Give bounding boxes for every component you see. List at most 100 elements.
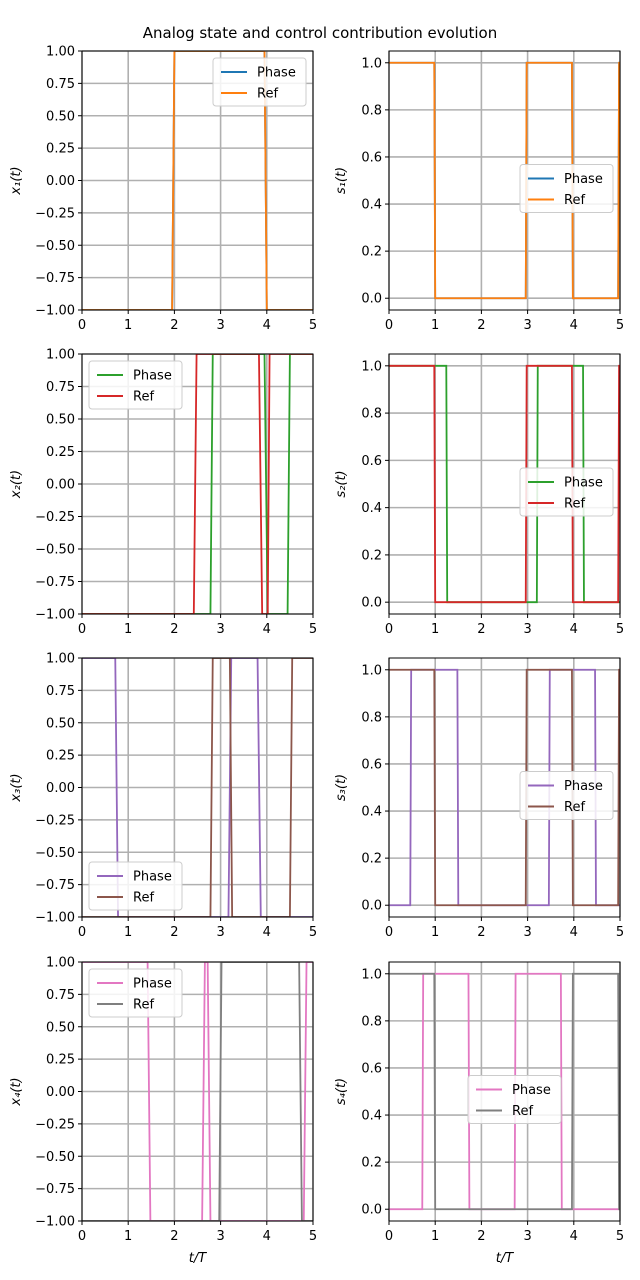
x-tick-label: 4 bbox=[570, 622, 578, 637]
y-tick-label: 0.6 bbox=[361, 1061, 382, 1076]
y-tick-label: −1.00 bbox=[35, 304, 75, 319]
panel-x3: 0 1 2 3 4 5 −1.00 −0.75 −0.50 −0.25 0.00 0.25 0.50 0.… bbox=[9, 652, 317, 941]
y-tick-label: −0.75 bbox=[35, 878, 75, 893]
series-line-ref bbox=[82, 354, 313, 614]
x-tick-label: 1 bbox=[431, 318, 439, 333]
y-axis-label: s₄(t) bbox=[334, 1078, 349, 1105]
series-line-ref bbox=[389, 668, 620, 907]
series-line-ref bbox=[389, 364, 620, 604]
x-tick-label: 1 bbox=[124, 925, 132, 940]
y-tick-label: −1.00 bbox=[35, 911, 75, 926]
x-tick-label: 5 bbox=[309, 1229, 317, 1244]
y-tick-label: 0.75 bbox=[46, 77, 75, 92]
y-axis-label: x₁(t) bbox=[9, 166, 24, 195]
legend: Phase Ref bbox=[88, 861, 183, 911]
legend-label: Ref bbox=[512, 1104, 533, 1119]
x-axis-label: t/T bbox=[189, 1251, 207, 1266]
x-tick-label: 0 bbox=[78, 622, 86, 637]
legend-label: Phase bbox=[133, 977, 172, 992]
series-line-phase bbox=[82, 354, 313, 614]
y-tick-label: 0.2 bbox=[361, 1156, 382, 1171]
x-tick-label: 5 bbox=[616, 318, 624, 333]
y-tick-label: 1.00 bbox=[46, 45, 75, 60]
x-tick-label: 2 bbox=[477, 622, 485, 637]
y-axis-label: x₃(t) bbox=[9, 773, 24, 802]
y-tick-label: 0.25 bbox=[46, 142, 75, 157]
y-tick-label: 0.75 bbox=[46, 988, 75, 1003]
x-tick-label: 4 bbox=[263, 1229, 271, 1244]
axes-frame bbox=[388, 657, 621, 918]
y-tick-label: 1.00 bbox=[46, 652, 75, 667]
y-tick-label: 1.00 bbox=[46, 348, 75, 363]
y-tick-label: 1.00 bbox=[46, 956, 75, 971]
x-tick-label: 0 bbox=[78, 1229, 86, 1244]
x-tick-label: 5 bbox=[616, 925, 624, 940]
x-tick-label: 0 bbox=[78, 318, 86, 333]
y-tick-label: 0.50 bbox=[46, 1020, 75, 1035]
figure-title: Analog state and control contribution ev… bbox=[143, 24, 497, 42]
legend: Phase Ref bbox=[519, 771, 614, 820]
y-tick-label: −0.25 bbox=[35, 813, 75, 828]
legend: Phase Ref bbox=[467, 1075, 562, 1124]
y-axis-label: s₁(t) bbox=[334, 167, 349, 194]
legend-label: Ref bbox=[257, 87, 278, 102]
y-tick-label: 0.50 bbox=[46, 413, 75, 428]
x-tick-label: 1 bbox=[431, 925, 439, 940]
y-tick-label: 0.4 bbox=[361, 198, 382, 213]
y-tick-label: 0.2 bbox=[361, 245, 382, 260]
x-tick-label: 4 bbox=[263, 318, 271, 333]
y-tick-label: −0.25 bbox=[35, 206, 75, 221]
x-axis-label: t/T bbox=[496, 1251, 514, 1266]
legend-label: Phase bbox=[564, 779, 603, 794]
y-tick-label: −0.75 bbox=[35, 575, 75, 590]
y-tick-label: 0.8 bbox=[361, 103, 382, 118]
panel-x1: 0 1 2 3 4 5 −1.00 −0.75 −0.50 −0.25 0.00 0.25 0.50 0.… bbox=[9, 45, 317, 334]
x-tick-label: 1 bbox=[431, 1229, 439, 1244]
legend: Phase Ref bbox=[212, 57, 307, 107]
legend-label: Phase bbox=[133, 369, 172, 384]
x-tick-label: 2 bbox=[477, 1229, 485, 1244]
legend-label: Ref bbox=[133, 891, 154, 906]
y-tick-label: 0.75 bbox=[46, 684, 75, 699]
panel-s1: 0 1 2 3 4 5 0.0 0.2 0.4 0.6 0.8 1.0 s₁(t) Phase Ref bbox=[334, 50, 624, 333]
x-tick-label: 3 bbox=[216, 925, 224, 940]
x-tick-label: 5 bbox=[309, 925, 317, 940]
series-line-phase bbox=[82, 658, 313, 917]
legend-label: Phase bbox=[133, 870, 172, 885]
x-tick-label: 3 bbox=[523, 622, 531, 637]
x-tick-label: 0 bbox=[385, 622, 393, 637]
x-tick-label: 4 bbox=[263, 622, 271, 637]
y-tick-label: −0.25 bbox=[35, 1117, 75, 1132]
y-tick-label: −0.50 bbox=[35, 239, 75, 254]
x-tick-label: 4 bbox=[570, 318, 578, 333]
x-tick-label: 5 bbox=[309, 622, 317, 637]
y-tick-label: 0.8 bbox=[361, 1014, 382, 1029]
y-tick-label: −0.50 bbox=[35, 1150, 75, 1165]
legend-label: Ref bbox=[564, 800, 585, 815]
legend: Phase Ref bbox=[519, 467, 614, 517]
x-tick-label: 5 bbox=[616, 1229, 624, 1244]
panel-x4: 0 1 2 3 4 5 −1.00 −0.75 −0.50 −0.25 0.00 0.25 0.50 0.… bbox=[9, 956, 317, 1267]
y-tick-label: 0.8 bbox=[361, 710, 382, 725]
y-tick-label: −1.00 bbox=[35, 608, 75, 623]
legend: Phase Ref bbox=[88, 360, 183, 410]
x-tick-label: 1 bbox=[124, 1229, 132, 1244]
x-tick-label: 4 bbox=[570, 925, 578, 940]
x-tick-label: 3 bbox=[523, 1229, 531, 1244]
y-tick-label: 0.6 bbox=[361, 454, 382, 469]
y-tick-label: 0.4 bbox=[361, 501, 382, 516]
x-tick-label: 1 bbox=[431, 622, 439, 637]
x-tick-label: 1 bbox=[124, 622, 132, 637]
y-tick-label: 0.25 bbox=[46, 749, 75, 764]
legend-label: Ref bbox=[133, 998, 154, 1013]
x-tick-label: 5 bbox=[309, 318, 317, 333]
axes-frame bbox=[388, 50, 621, 311]
y-tick-label: 0.0 bbox=[361, 1203, 382, 1218]
y-tick-label: 1.0 bbox=[361, 56, 382, 71]
y-tick-label: 1.0 bbox=[361, 359, 382, 374]
y-tick-label: 0.0 bbox=[361, 596, 382, 611]
y-tick-label: −0.75 bbox=[35, 271, 75, 286]
y-tick-label: 0.2 bbox=[361, 548, 382, 563]
x-tick-label: 4 bbox=[263, 925, 271, 940]
legend: Phase Ref bbox=[519, 164, 614, 213]
